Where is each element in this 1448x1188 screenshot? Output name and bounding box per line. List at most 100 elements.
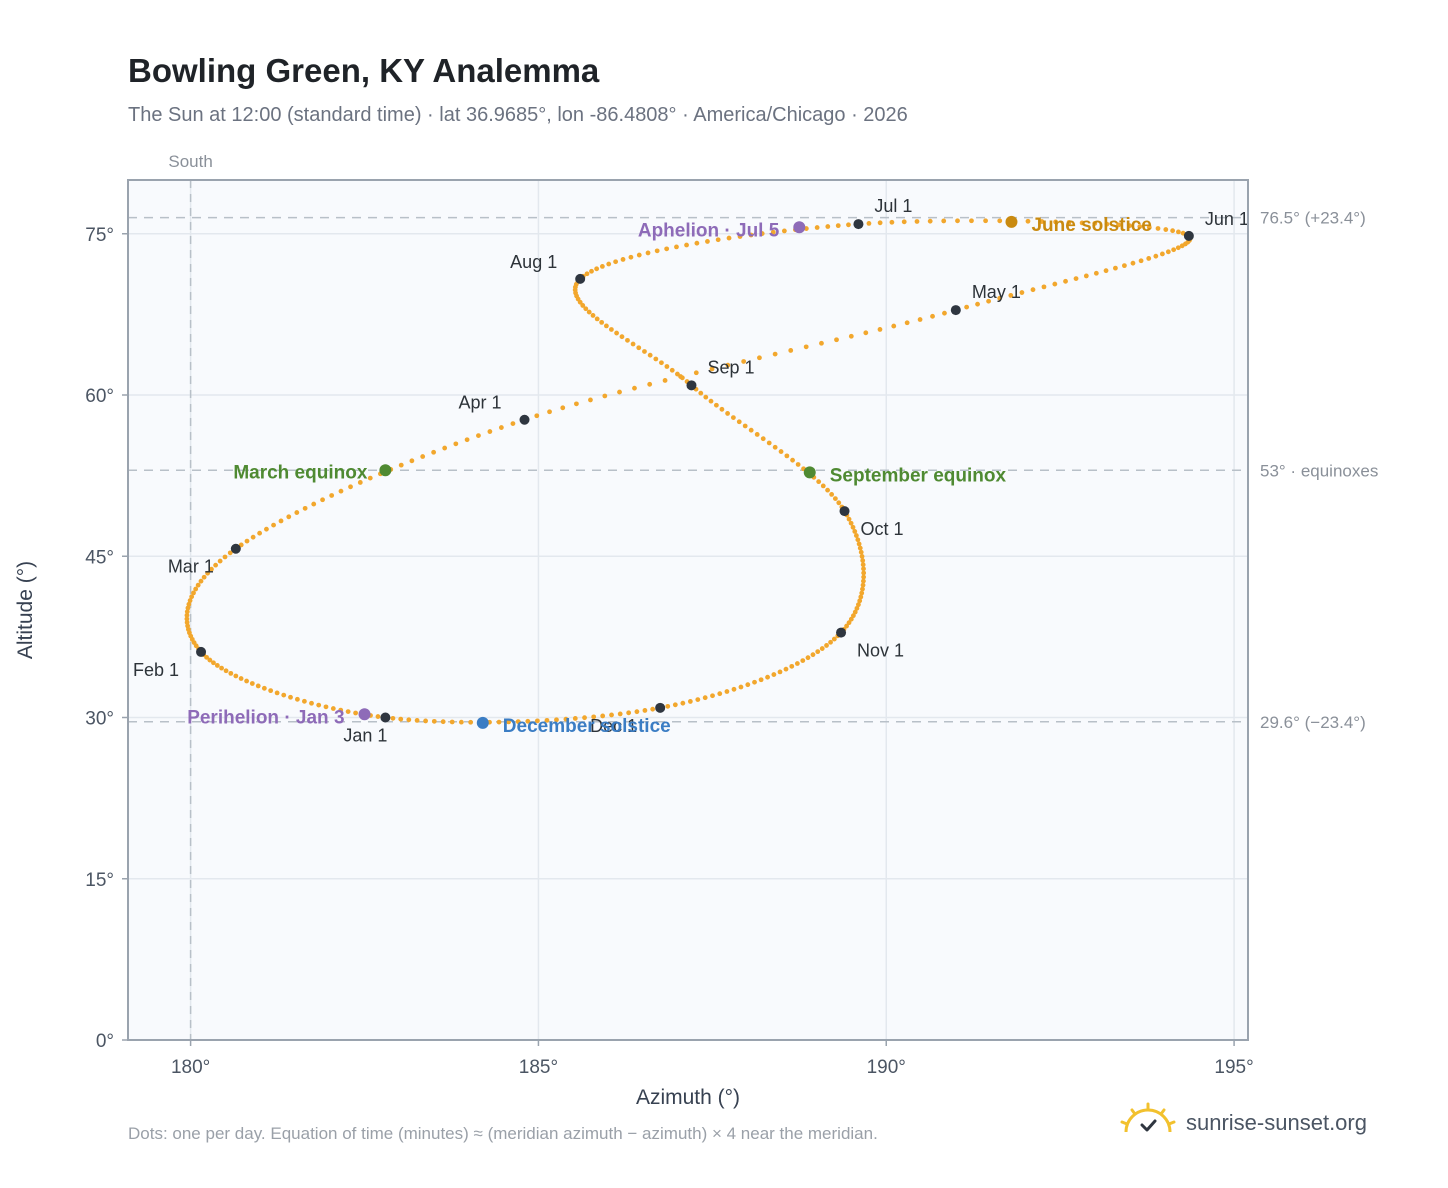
daily-dot: [694, 240, 700, 246]
daily-dot: [860, 558, 866, 563]
daily-dot: [917, 317, 923, 322]
daily-dot: [620, 257, 626, 262]
reference-line-label: 29.6° (−23.4°): [1260, 713, 1366, 732]
daily-dot: [848, 520, 854, 526]
month-marker: [196, 646, 207, 657]
daily-dot: [1030, 287, 1036, 293]
daily-dot: [264, 526, 269, 532]
y-axis-label: Altitude (°): [14, 561, 37, 659]
daily-dot: [301, 698, 307, 704]
daily-dot: [468, 719, 474, 725]
daily-dot: [198, 578, 204, 584]
daily-dot: [1155, 226, 1161, 231]
daily-dot: [674, 244, 679, 250]
reference-lines: 76.5° (+23.4°) 53° · equinoxes 29.6° (−23.…: [128, 180, 1378, 1040]
daily-dot: [824, 643, 829, 648]
daily-dot: [724, 689, 730, 694]
daily-dot: [184, 616, 190, 622]
daily-dot: [233, 673, 239, 679]
daily-dot: [244, 678, 250, 684]
daily-dot: [731, 686, 737, 692]
event-marker: [379, 464, 392, 477]
daily-dot: [846, 222, 851, 228]
daily-dot: [1146, 256, 1152, 261]
daily-dot: [1025, 218, 1031, 224]
daily-dot: [609, 712, 614, 718]
daily-dot: [214, 663, 220, 668]
daily-dot: [632, 385, 637, 391]
daily-dot: [257, 530, 263, 536]
daily-dot: [866, 220, 872, 226]
daily-dot: [544, 717, 550, 723]
daily-dot: [860, 586, 865, 592]
daily-dot: [261, 685, 267, 691]
daily-dot: [857, 545, 863, 551]
daily-dot: [390, 715, 396, 721]
daily-dot: [506, 719, 511, 725]
daily-dot: [858, 594, 864, 600]
month-label: Mar 1: [168, 557, 214, 577]
daily-dot: [715, 237, 721, 243]
daily-dot: [889, 219, 895, 225]
daily-dot: [834, 337, 839, 343]
daily-dot: [855, 537, 861, 543]
daily-dot: [617, 389, 622, 395]
daily-dot: [777, 669, 783, 675]
daily-dot: [844, 623, 849, 629]
daily-dot: [781, 228, 787, 234]
daily-dot: [440, 719, 446, 725]
daily-dot: [189, 594, 195, 600]
daily-dot: [547, 409, 552, 415]
daily-dot: [857, 598, 863, 604]
y-tick-label: 0°: [96, 1031, 114, 1052]
daily-dot: [583, 306, 589, 312]
daily-dot: [861, 566, 866, 572]
daily-dot: [1171, 247, 1177, 253]
daily-dot: [850, 524, 856, 530]
daily-dot: [431, 718, 437, 724]
daily-dot: [316, 702, 322, 708]
daily-dot: [1063, 278, 1068, 284]
daily-dot: [219, 665, 224, 671]
daily-dot: [588, 397, 593, 403]
daily-dot: [286, 514, 292, 520]
daily-dot: [244, 538, 250, 544]
event-marker: [1005, 215, 1018, 228]
daily-dot: [645, 250, 651, 256]
daily-dot: [819, 646, 825, 651]
daily-dot: [278, 518, 284, 524]
x-tick-label: 195°: [1214, 1057, 1253, 1078]
daily-dot: [414, 718, 420, 723]
daily-dot: [338, 488, 344, 494]
daily-dot: [398, 462, 404, 468]
daily-dot: [636, 252, 642, 258]
daily-dot: [250, 534, 256, 540]
daily-dot: [580, 303, 586, 308]
daily-dot: [586, 309, 592, 315]
month-marker: [380, 712, 391, 723]
daily-dot: [1093, 270, 1099, 276]
daily-dot: [784, 453, 790, 459]
daily-dot: [662, 378, 668, 383]
daily-dot: [805, 655, 811, 661]
chart-subtitle: The Sun at 12:00 (standard time) · lat 3…: [128, 104, 908, 126]
daily-dot: [1176, 229, 1181, 235]
daily-dot: [625, 337, 630, 343]
daily-dot: [330, 706, 336, 711]
daily-dot: [1103, 268, 1109, 274]
daily-dot: [955, 218, 960, 224]
daily-dot: [1073, 276, 1079, 282]
daily-dot: [969, 218, 974, 224]
daily-dot: [736, 419, 742, 425]
daily-dot: [1122, 263, 1127, 269]
daily-dot: [819, 340, 824, 346]
event-label: June solstice: [1031, 215, 1151, 236]
daily-dot: [708, 398, 714, 404]
month-marker: [836, 627, 847, 638]
event-label: Aphelion · Jul 5: [638, 220, 780, 241]
daily-dot: [794, 661, 800, 666]
daily-dot: [725, 362, 731, 368]
daily-dot: [709, 366, 715, 372]
daily-dot: [861, 578, 866, 584]
x-tick-label: 180°: [171, 1057, 210, 1078]
